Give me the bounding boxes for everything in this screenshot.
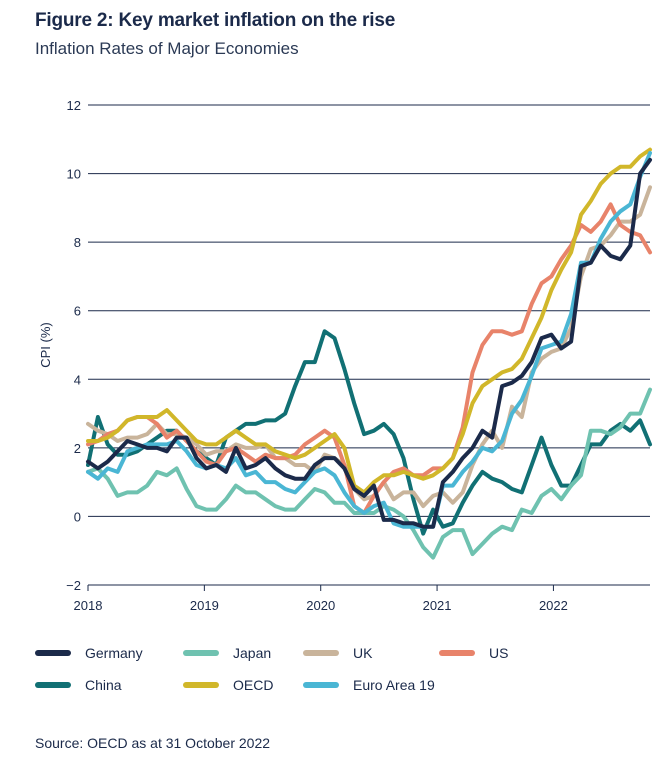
x-tick-label: 2019	[190, 598, 219, 613]
x-tick-label: 2020	[306, 598, 335, 613]
legend-swatch	[183, 682, 219, 688]
y-tick-label: −2	[66, 578, 81, 593]
series-line-japan	[86, 387, 652, 560]
legend-label: UK	[353, 645, 373, 661]
x-tick-label: 2022	[539, 598, 568, 613]
legend-label: Japan	[233, 645, 272, 661]
legend-swatch	[35, 682, 71, 688]
legend-swatch	[439, 650, 475, 656]
legend-item-uk: UK	[303, 645, 372, 661]
y-tick-label: 6	[74, 304, 81, 319]
legend-label: OECD	[233, 677, 274, 693]
series-line-us	[86, 202, 652, 515]
legend-item-us: US	[439, 645, 508, 661]
legend-swatch	[303, 650, 339, 656]
series-line-germany	[86, 157, 652, 529]
legend-item-oecd: OECD	[183, 677, 273, 693]
y-tick-label: 0	[74, 509, 81, 524]
chart-title: Figure 2: Key market inflation on the ri…	[35, 10, 396, 31]
y-tick-label: 4	[74, 372, 81, 387]
legend-swatch	[183, 650, 219, 656]
y-tick-label: 12	[67, 98, 81, 113]
legend-label: China	[85, 677, 122, 693]
legend-label: Germany	[85, 645, 143, 661]
x-tick-label: 2021	[423, 598, 452, 613]
source-note: Source: OECD as at 31 October 2022	[35, 735, 271, 751]
y-tick-label: 10	[67, 167, 81, 182]
legend-item-euro-area-19: Euro Area 19	[303, 677, 435, 693]
line-chart: 12 10 8 6 4 2 0 −2 2018 2019 2020 2021 2022 CPI (%)	[38, 98, 652, 613]
legend-label: Euro Area 19	[353, 677, 435, 693]
legend-item-japan: Japan	[183, 645, 271, 661]
legend-item-china: China	[35, 677, 122, 693]
legend-label: US	[489, 645, 509, 661]
legend-swatch	[35, 650, 71, 656]
legend-item-germany: Germany	[35, 645, 143, 661]
series-line-oecd	[86, 147, 652, 495]
legend-swatch	[303, 682, 339, 688]
y-axis-label: CPI (%)	[38, 322, 53, 368]
y-tick-label: 8	[74, 235, 81, 250]
y-tick-label: 2	[74, 441, 81, 456]
x-tick-label: 2018	[74, 598, 103, 613]
chart-subtitle: Inflation Rates of Major Economies	[35, 39, 299, 58]
